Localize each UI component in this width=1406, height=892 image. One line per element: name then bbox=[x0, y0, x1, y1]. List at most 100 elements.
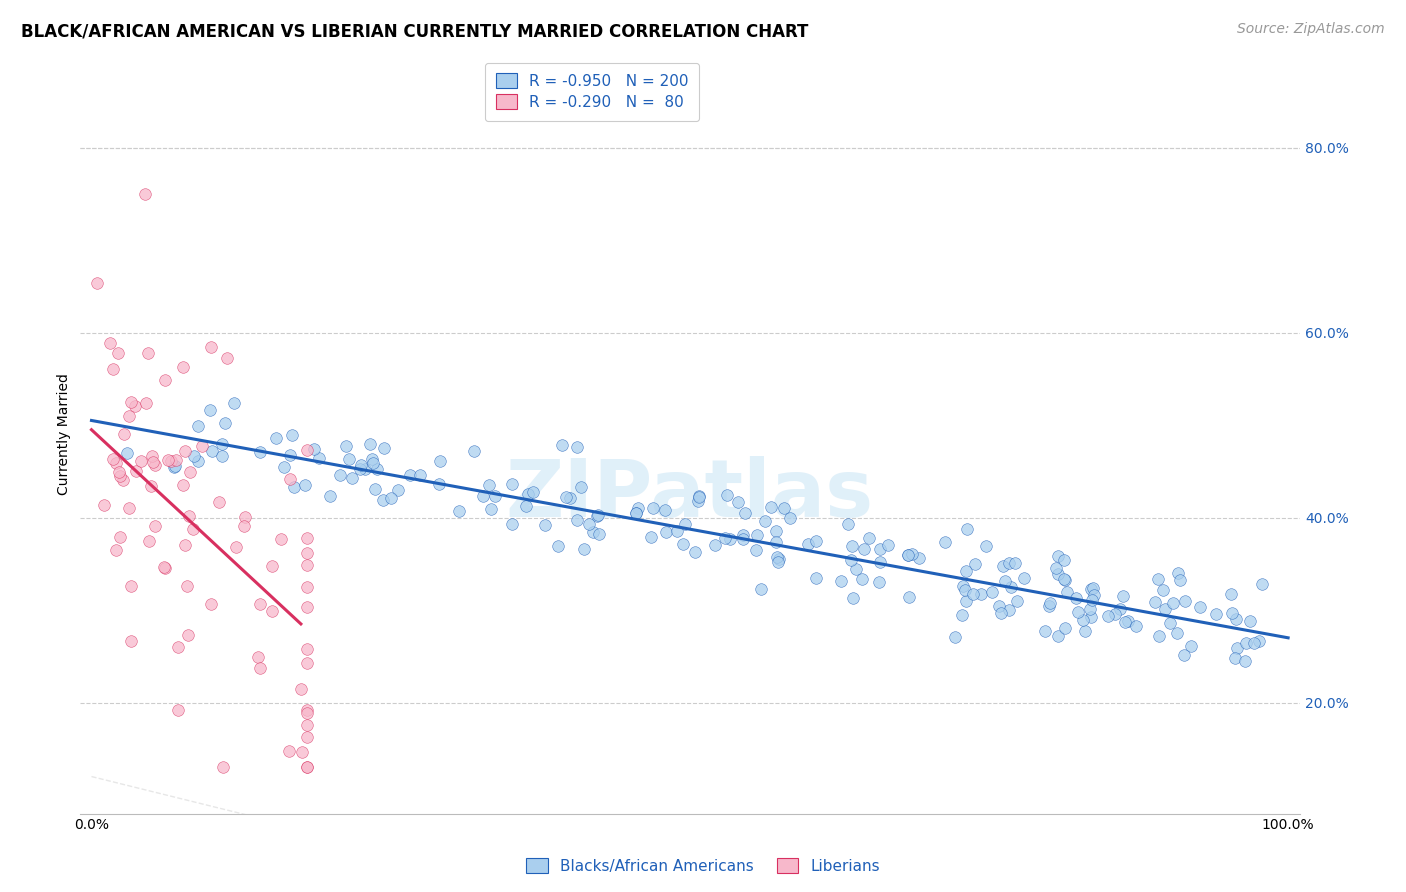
Point bbox=[290, 681, 312, 696]
Point bbox=[1038, 599, 1060, 613]
Point bbox=[1045, 561, 1067, 575]
Point bbox=[153, 372, 176, 386]
Point bbox=[308, 451, 330, 466]
Point bbox=[215, 351, 238, 366]
Point bbox=[135, 396, 157, 410]
Point bbox=[749, 582, 772, 596]
Point bbox=[1234, 654, 1257, 668]
Point bbox=[501, 477, 523, 491]
Point bbox=[350, 458, 373, 473]
Point bbox=[970, 586, 993, 600]
Point bbox=[718, 533, 741, 547]
Point bbox=[1161, 596, 1184, 610]
Point bbox=[294, 478, 316, 492]
Point bbox=[100, 336, 122, 351]
Point bbox=[363, 483, 385, 497]
Point bbox=[804, 534, 827, 549]
Point bbox=[111, 473, 134, 487]
Point bbox=[1154, 602, 1177, 616]
Point bbox=[727, 494, 749, 508]
Point bbox=[478, 477, 501, 491]
Point bbox=[181, 523, 204, 537]
Point bbox=[295, 443, 318, 458]
Point bbox=[176, 628, 198, 642]
Point bbox=[387, 483, 409, 498]
Point bbox=[105, 542, 128, 557]
Point bbox=[1071, 613, 1094, 627]
Point bbox=[337, 451, 360, 466]
Point bbox=[1116, 614, 1139, 628]
Point bbox=[295, 599, 318, 614]
Point bbox=[1053, 552, 1076, 566]
Point bbox=[1168, 573, 1191, 587]
Point bbox=[1054, 621, 1077, 635]
Point bbox=[172, 359, 194, 374]
Point bbox=[295, 706, 318, 721]
Point bbox=[1251, 576, 1274, 591]
Point bbox=[295, 718, 318, 732]
Point bbox=[1081, 581, 1104, 595]
Point bbox=[165, 453, 187, 467]
Point bbox=[183, 449, 205, 463]
Point bbox=[842, 591, 865, 606]
Point bbox=[1188, 599, 1211, 614]
Point bbox=[796, 536, 818, 550]
Point bbox=[249, 597, 271, 611]
Point bbox=[93, 498, 115, 512]
Point bbox=[1047, 549, 1070, 564]
Point bbox=[354, 462, 377, 476]
Legend: R = -0.950   N = 200, R = -0.290   N =  80: R = -0.950 N = 200, R = -0.290 N = 80 bbox=[485, 62, 699, 120]
Point bbox=[665, 524, 688, 538]
Point bbox=[479, 501, 502, 516]
Point bbox=[675, 516, 697, 531]
Point bbox=[200, 598, 222, 612]
Point bbox=[328, 468, 350, 483]
Point bbox=[225, 540, 247, 554]
Point bbox=[262, 559, 284, 574]
Point bbox=[522, 484, 544, 499]
Point bbox=[120, 579, 142, 593]
Point bbox=[200, 403, 222, 417]
Point bbox=[1125, 618, 1147, 632]
Point bbox=[765, 535, 787, 549]
Point bbox=[214, 416, 236, 430]
Point bbox=[211, 449, 233, 463]
Point bbox=[672, 536, 695, 550]
Point bbox=[101, 452, 124, 467]
Point bbox=[247, 650, 270, 665]
Point bbox=[1152, 583, 1174, 598]
Point bbox=[745, 527, 768, 541]
Point bbox=[232, 518, 254, 533]
Point bbox=[295, 730, 318, 744]
Point bbox=[1226, 640, 1249, 655]
Point bbox=[991, 558, 1014, 573]
Point bbox=[118, 409, 141, 424]
Point bbox=[965, 557, 987, 571]
Point bbox=[1159, 616, 1181, 631]
Point bbox=[572, 541, 595, 556]
Point bbox=[1167, 566, 1189, 581]
Point bbox=[1180, 639, 1202, 653]
Point bbox=[1173, 648, 1195, 663]
Point bbox=[900, 547, 922, 561]
Point bbox=[200, 340, 222, 354]
Point bbox=[264, 431, 287, 445]
Point bbox=[108, 465, 131, 479]
Point bbox=[86, 276, 108, 290]
Point bbox=[163, 459, 186, 474]
Point bbox=[366, 461, 388, 475]
Point bbox=[1104, 607, 1126, 621]
Point bbox=[582, 524, 605, 539]
Point bbox=[138, 346, 160, 360]
Point bbox=[688, 490, 710, 504]
Point bbox=[112, 427, 135, 442]
Point bbox=[627, 500, 650, 515]
Y-axis label: Currently Married: Currently Married bbox=[58, 374, 72, 495]
Point bbox=[714, 531, 737, 545]
Point bbox=[765, 549, 787, 564]
Point bbox=[179, 465, 201, 479]
Point bbox=[554, 490, 576, 504]
Point bbox=[233, 510, 256, 524]
Point bbox=[249, 660, 271, 674]
Point bbox=[167, 640, 190, 655]
